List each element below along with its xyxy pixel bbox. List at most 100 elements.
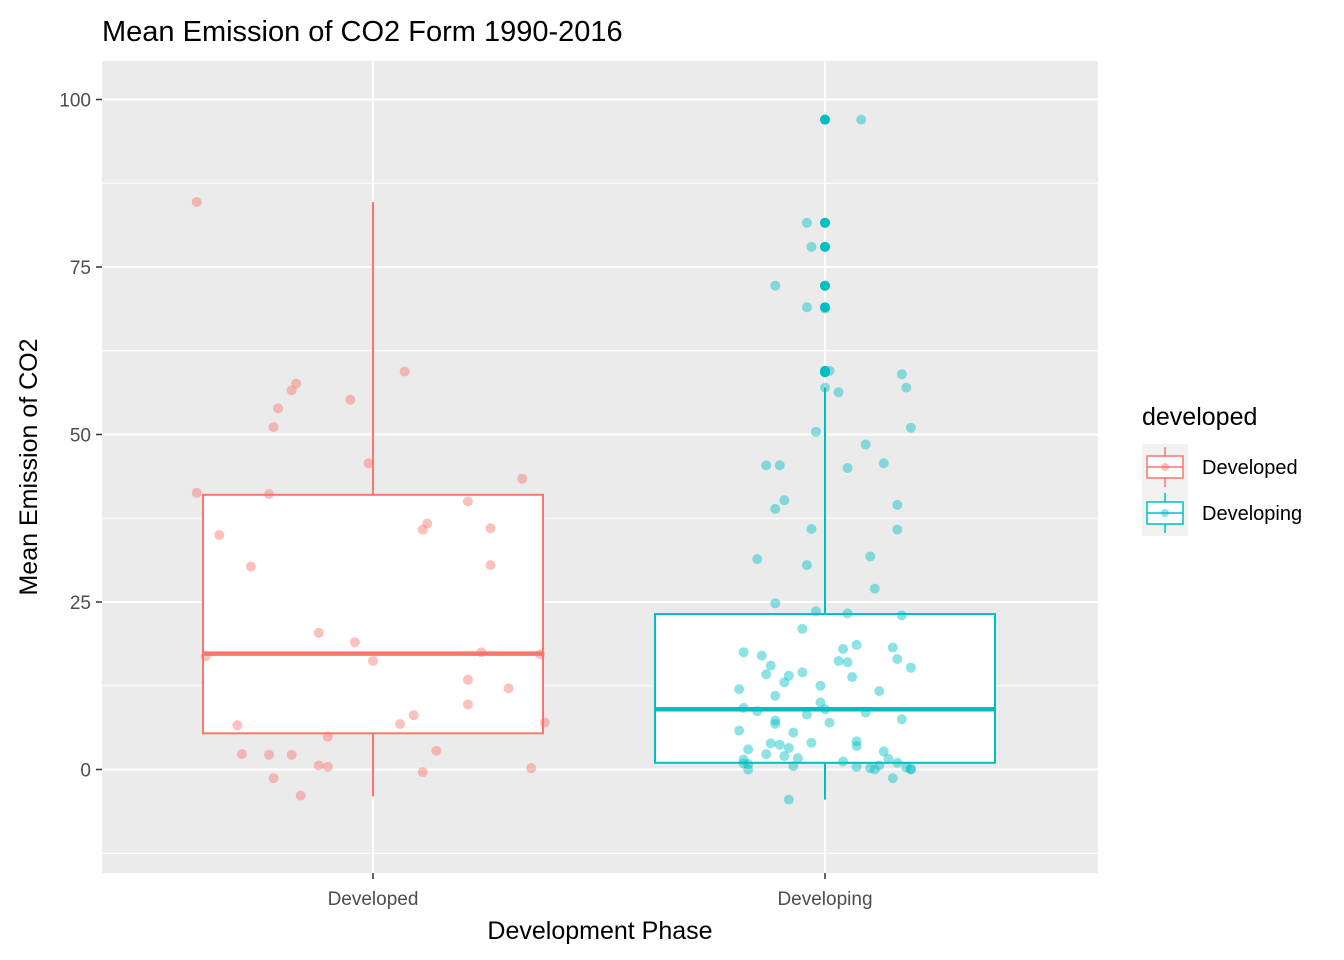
data-point — [905, 422, 916, 433]
data-point — [322, 731, 333, 742]
data-point — [779, 495, 790, 506]
data-point — [905, 763, 916, 774]
data-point — [887, 773, 898, 784]
data-point — [756, 650, 767, 661]
y-axis: 0 25 50 75 100 — [59, 91, 102, 782]
data-point — [743, 759, 754, 770]
legend-title: developed — [1142, 403, 1257, 431]
x-tick-label: Developing — [777, 889, 872, 910]
data-point — [820, 280, 830, 291]
data-point — [824, 365, 835, 376]
data-point — [738, 754, 749, 765]
data-point — [770, 503, 781, 514]
data-point — [901, 382, 912, 393]
data-point — [313, 627, 324, 638]
outlier-point — [820, 365, 830, 376]
data-point — [860, 707, 871, 718]
data-point — [264, 749, 275, 760]
boxplots — [202, 114, 996, 800]
data-point — [286, 385, 297, 396]
data-point — [765, 738, 776, 749]
outlier-point — [820, 217, 830, 228]
data-point — [801, 302, 812, 313]
x-axis: Developed Developing — [328, 873, 873, 910]
data-point — [431, 745, 442, 756]
data-point — [851, 736, 862, 747]
data-point — [774, 460, 785, 471]
data-point — [806, 523, 817, 534]
data-point — [214, 530, 225, 540]
data-point — [878, 458, 889, 469]
data-point — [273, 403, 284, 414]
data-point — [779, 677, 790, 688]
data-point — [842, 463, 853, 473]
y-tick-label: 50 — [70, 426, 91, 447]
legend-label: Developing — [1202, 503, 1302, 525]
y-axis-title: Mean Emission of CO2 — [15, 338, 43, 595]
data-point — [820, 217, 830, 228]
data-point — [734, 725, 745, 736]
data-point — [286, 749, 297, 760]
data-point — [874, 760, 885, 771]
box — [202, 493, 544, 735]
data-point — [797, 623, 808, 634]
data-point — [874, 686, 885, 697]
data-point — [526, 763, 537, 774]
data-point — [801, 217, 812, 228]
data-point — [349, 637, 360, 648]
data-point — [892, 499, 903, 510]
data-point — [417, 767, 428, 778]
data-point — [896, 610, 907, 621]
x-axis-title: Development Phase — [487, 917, 712, 945]
data-point — [476, 647, 487, 658]
data-point — [820, 241, 830, 252]
legend-key-point — [1161, 463, 1169, 471]
data-point — [236, 749, 247, 760]
data-point — [824, 717, 835, 728]
data-point — [896, 369, 907, 380]
data-point — [322, 761, 333, 772]
data-point — [770, 718, 781, 729]
data-point — [761, 460, 772, 471]
data-point — [810, 426, 821, 437]
data-point — [291, 378, 302, 389]
data-point — [462, 674, 473, 685]
data-point — [738, 758, 749, 769]
data-point — [268, 422, 279, 433]
data-point — [838, 756, 849, 767]
data-point — [860, 439, 871, 450]
data-point — [765, 660, 776, 671]
data-point — [820, 303, 830, 314]
data-point — [833, 387, 844, 398]
data-point — [191, 197, 202, 208]
data-point — [395, 718, 406, 729]
data-point — [422, 518, 433, 529]
y-tick-label: 0 — [80, 761, 91, 782]
data-point — [869, 583, 880, 594]
data-point — [792, 753, 803, 764]
data-point — [761, 749, 772, 760]
data-point — [847, 672, 858, 683]
data-point — [815, 697, 826, 708]
x-tick-label: Developed — [328, 889, 419, 910]
data-point — [851, 741, 862, 752]
data-point — [295, 790, 306, 801]
data-point — [770, 598, 781, 609]
data-point — [905, 662, 916, 673]
data-point — [865, 763, 876, 774]
data-point — [892, 757, 903, 768]
y-tick-label: 25 — [70, 593, 91, 614]
data-point — [738, 647, 749, 658]
data-point — [783, 794, 794, 805]
data-point — [535, 649, 546, 660]
data-point — [734, 684, 745, 695]
data-point — [865, 551, 876, 562]
data-point — [770, 690, 781, 701]
data-point — [738, 702, 749, 713]
data-point — [770, 280, 781, 291]
data-point — [856, 114, 867, 125]
data-point — [838, 643, 849, 654]
data-point — [820, 114, 830, 125]
legend: developed Developed Developing — [1142, 403, 1302, 536]
